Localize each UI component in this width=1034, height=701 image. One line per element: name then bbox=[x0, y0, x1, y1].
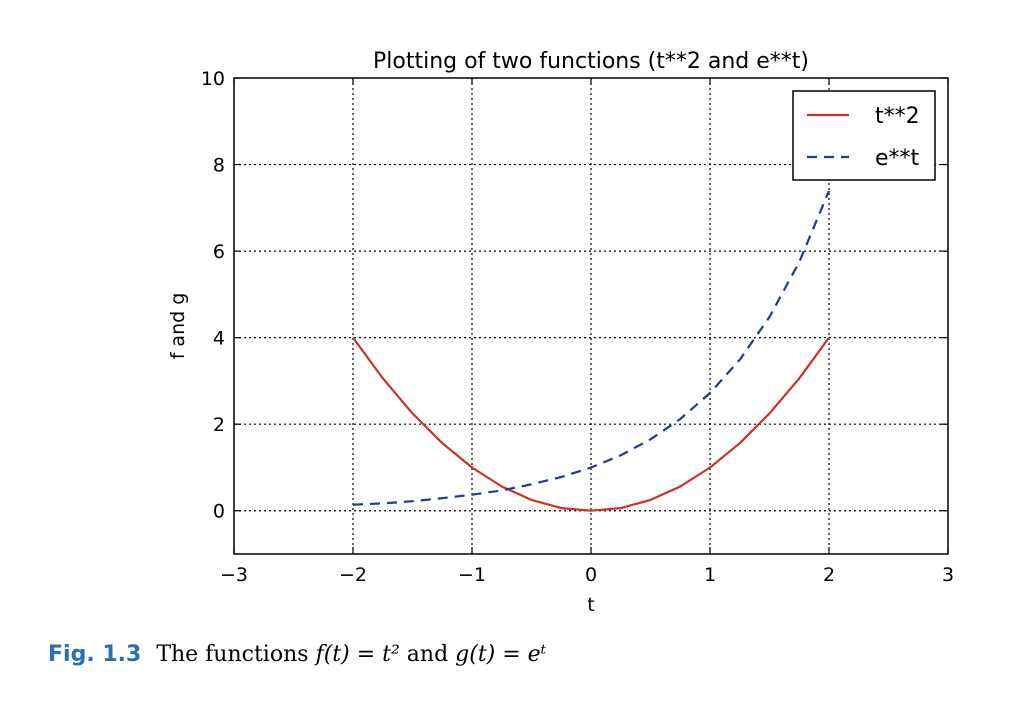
chart-title: Plotting of two functions (t**2 and e**t… bbox=[373, 49, 809, 74]
caption-f-expression: f(t) = t² bbox=[315, 642, 400, 667]
x-tick-label: −3 bbox=[220, 564, 248, 586]
figure-number: Fig. 1.3 bbox=[48, 642, 142, 667]
y-tick-label: 0 bbox=[213, 501, 225, 523]
caption-g-expression: g(t) = eᵗ bbox=[455, 642, 547, 667]
series-layer bbox=[352, 190, 831, 512]
series-line-1 bbox=[352, 336, 830, 512]
x-tick-label: 2 bbox=[823, 564, 835, 586]
x-tick-label: 0 bbox=[585, 564, 597, 586]
x-axis-label: t bbox=[587, 594, 594, 616]
caption-text: The functions bbox=[156, 642, 309, 667]
y-tick-label: 2 bbox=[213, 414, 225, 436]
y-tick-label: 4 bbox=[213, 328, 225, 350]
series-line-2 bbox=[352, 190, 831, 506]
chart: −3 −2 −1 0 1 2 3 0 2 4 6 8 10 Plotting of two functi… bbox=[167, 49, 954, 616]
figure-caption: Fig. 1.3 The functions f(t) = t² and g(t… bbox=[48, 642, 546, 667]
x-tick-label: 3 bbox=[942, 564, 954, 586]
legend-label-2: e**t bbox=[875, 146, 920, 171]
ticks: −3 −2 −1 0 1 2 3 0 2 4 6 8 10 bbox=[201, 68, 954, 586]
y-axis-label: f and g bbox=[167, 293, 189, 360]
grid bbox=[234, 78, 948, 554]
x-tick-label: −2 bbox=[339, 564, 367, 586]
x-tick-label: −1 bbox=[458, 564, 486, 586]
caption-conjunction: and bbox=[406, 642, 449, 667]
y-tick-label: 8 bbox=[213, 155, 225, 177]
legend-label-1: t**2 bbox=[875, 104, 920, 129]
legend: t**2 e**t bbox=[792, 90, 936, 181]
x-tick-label: 1 bbox=[704, 564, 716, 586]
y-tick-label: 6 bbox=[213, 241, 225, 263]
y-tick-label: 10 bbox=[201, 68, 225, 90]
legend-box bbox=[792, 90, 936, 181]
